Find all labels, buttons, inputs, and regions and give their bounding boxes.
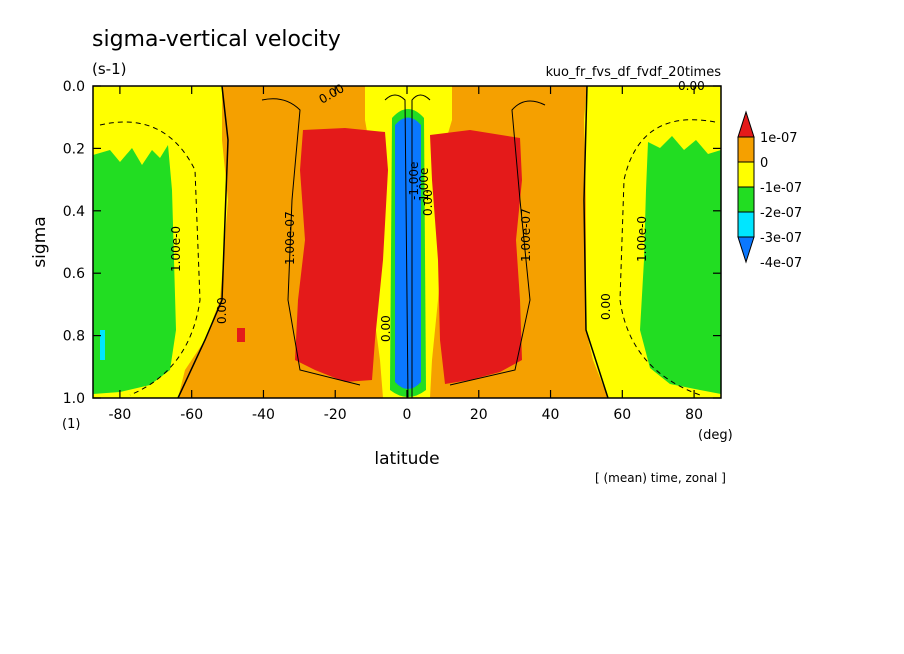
contour-label: 1.00e-07 [283,211,297,265]
y-tick-label: 0.8 [63,329,85,345]
x-tick-label: -20 [324,407,347,423]
x-axis-unit: (deg) [698,428,733,443]
x-tick-label: 80 [685,407,703,423]
colorbar-swatch [737,236,755,264]
y-axis-label: sigma [30,216,50,267]
y-axis-unit: (1) [62,417,80,432]
colorbar-label: -1e-07 [760,181,802,196]
colorbar-swatch [737,110,755,138]
contour-label: 0.00 [215,297,229,324]
contour-label: 0.00 [678,79,705,93]
north-ascent-region [430,130,522,384]
x-tick-label: -60 [180,407,203,423]
contour-label: -1.00e [407,162,421,200]
colorbar-label: -4e-07 [760,256,802,271]
x-tick-label: 40 [542,407,560,423]
colorbar-swatch [737,136,755,163]
equatorial-descent-core [395,117,421,389]
colorbar-swatch [737,186,755,213]
contour-line [261,98,361,386]
contour-label: 0.00 [421,189,435,216]
dashed-contour-north [619,119,716,396]
zero-contour-north [583,86,609,398]
contour-line [411,94,431,398]
y-tick-label: 0.4 [63,204,85,220]
y-axis: 0.0 0.2 0.4 0.6 0.8 1.0 [63,79,721,407]
contour-label-group: 0.00 0.00 0.00 0.00 0.00 0.00 1.00e-07 1… [169,79,705,342]
red-spot [237,328,245,342]
colorbar: 1e-07 0 -1e-07 -2e-07 -3e-07 -4e-07 [737,110,802,271]
contour-line [449,100,546,386]
x-tick-label: 0 [403,407,412,423]
contour-line [384,94,409,398]
colorbar-label: 0 [760,156,768,171]
y-tick-label: 0.0 [63,79,85,95]
y-tick-label: 1.0 [63,391,85,407]
contour-lines [99,86,716,398]
contour-label: 1.00e-0 [635,216,649,262]
x-tick-label: 60 [613,407,631,423]
contour-label: 1.00e-07 [519,208,533,262]
colorbar-swatch [737,211,755,238]
contour-label: 0.00 [379,315,393,342]
x-tick-label: -80 [108,407,131,423]
footnote: [ (mean) time, zonal ] [595,471,726,485]
zero-contour-south [177,86,229,398]
colorbar-swatch [737,161,755,188]
x-axis-label: latitude [374,449,439,469]
y-tick-label: 0.2 [63,141,85,157]
y-tick-label: 0.6 [63,266,85,282]
south-ascent-region [295,128,388,382]
chart-title: sigma-vertical velocity [92,27,341,52]
x-tick-label: -40 [252,407,275,423]
units-label: (s-1) [92,60,126,78]
run-name: kuo_fr_fvs_df_fvdf_20times [546,65,722,80]
colorbar-label: -3e-07 [760,231,802,246]
cyan-patch [100,330,105,360]
south-polar-region [93,145,176,394]
contour-label: -1.00e [417,168,431,206]
x-tick-label: 20 [470,407,488,423]
colorbar-label: -2e-07 [760,206,802,221]
x-axis: -80 -60 -40 -20 0 20 40 60 80 [108,86,703,423]
contour-field [93,86,721,398]
dashed-contour-south [99,121,201,396]
colorbar-label: 1e-07 [760,131,798,146]
contour-label: 0.00 [599,293,613,320]
contour-label: 1.00e-0 [169,226,183,272]
north-polar-region [640,136,721,394]
